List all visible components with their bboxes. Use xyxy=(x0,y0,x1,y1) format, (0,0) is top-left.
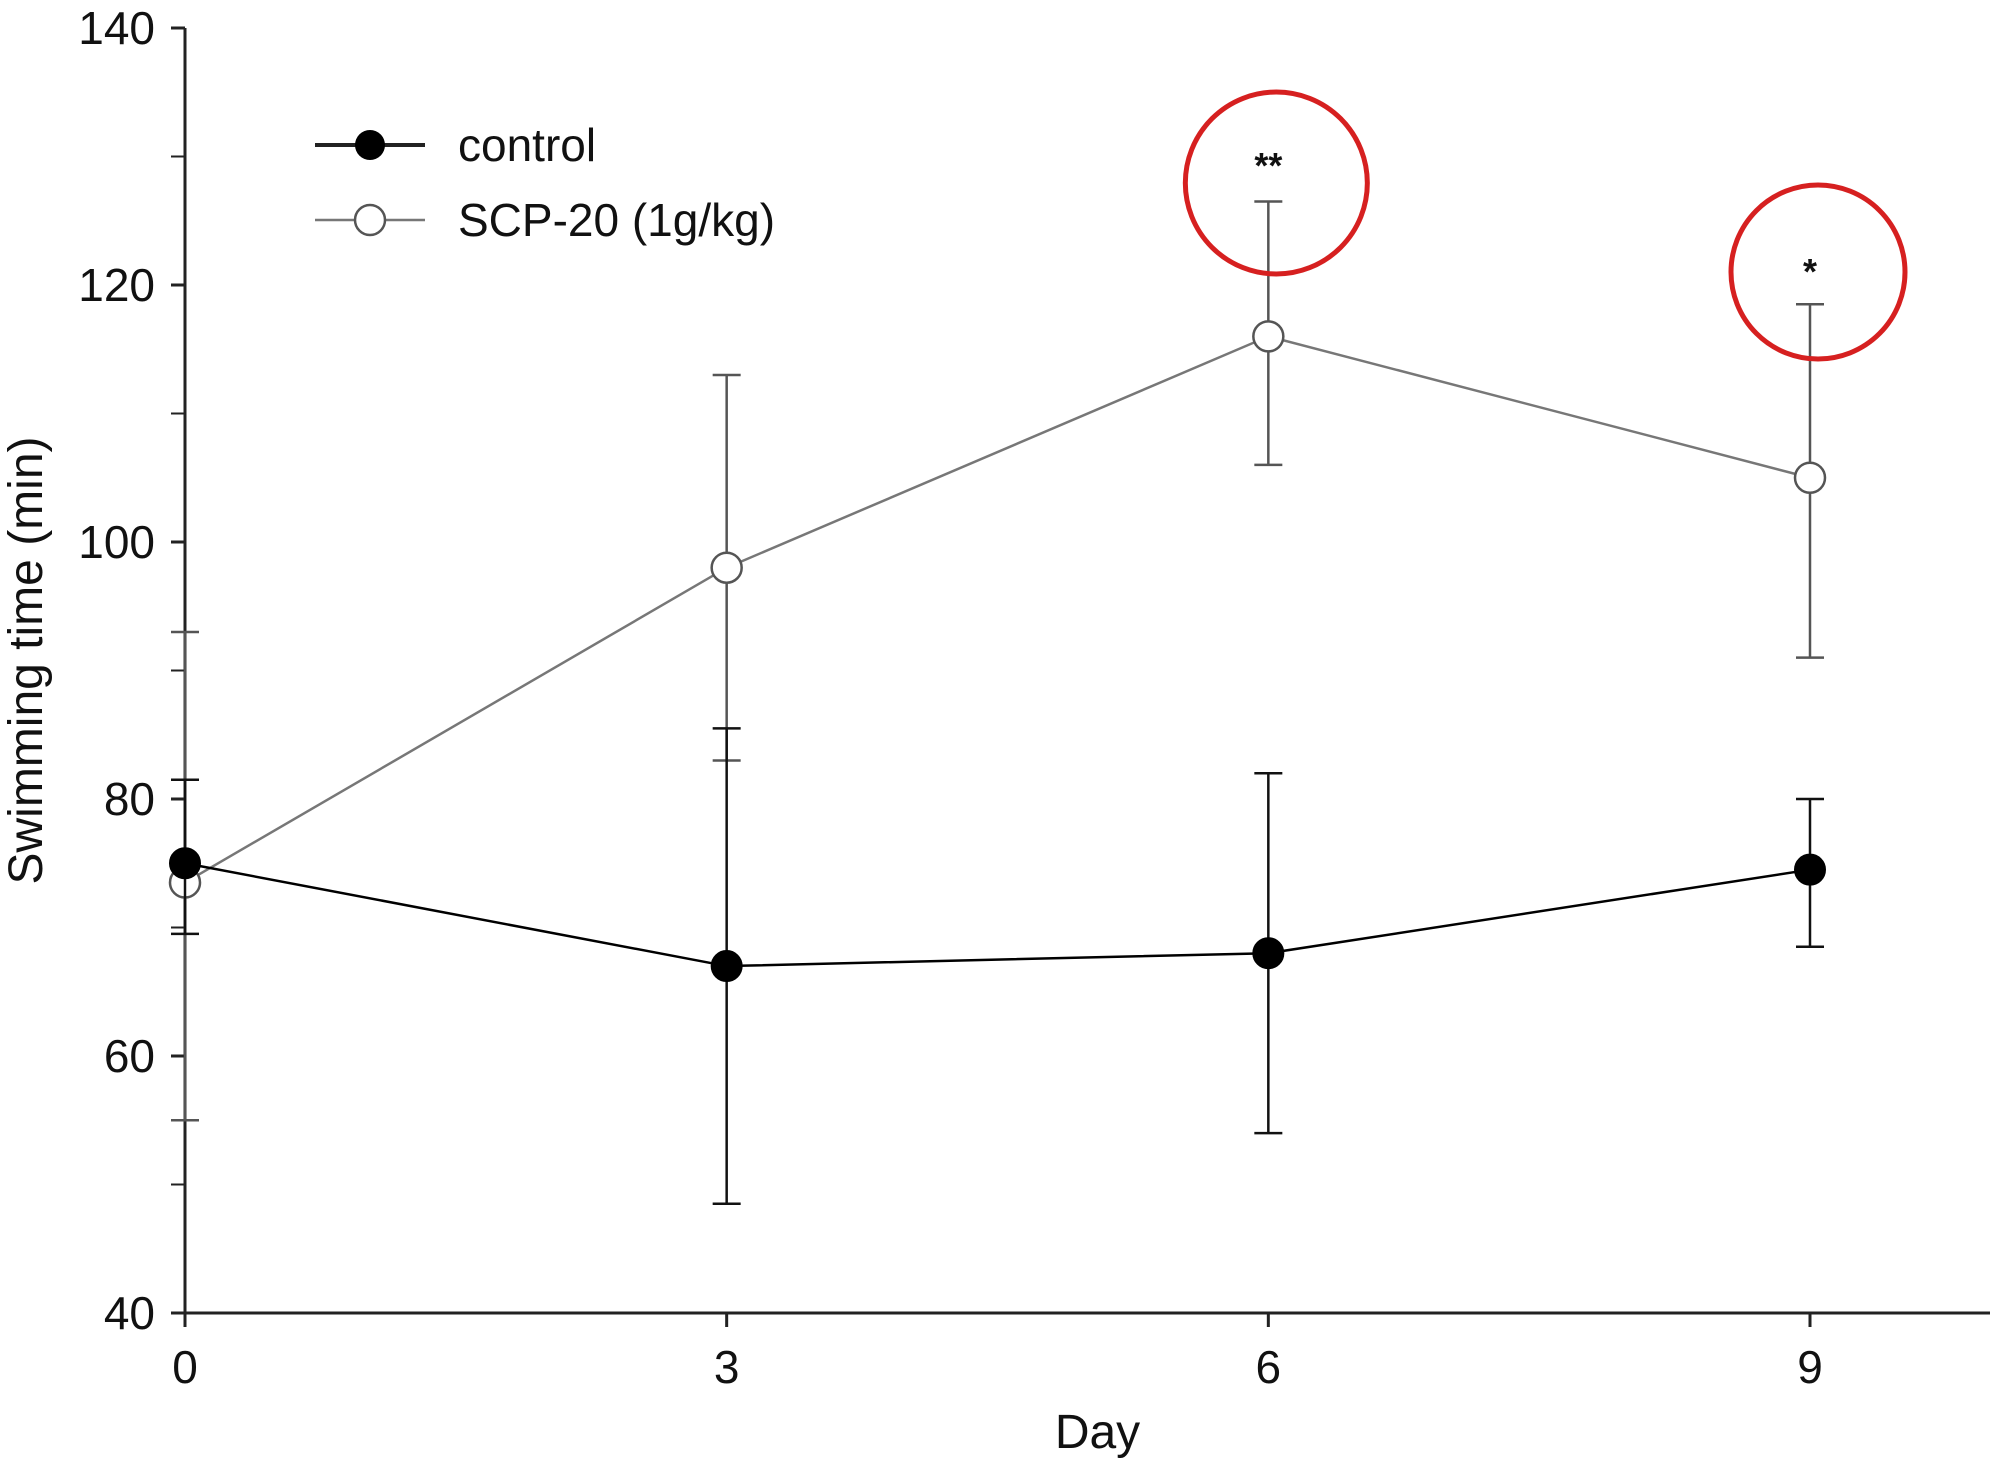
data-point xyxy=(710,950,743,983)
series-scp20 xyxy=(168,200,1827,1122)
data-point xyxy=(1252,937,1285,970)
legend-label: SCP-20 (1g/kg) xyxy=(458,194,775,246)
legend: control SCP-20 (1g/kg) xyxy=(315,119,775,246)
legend-item: SCP-20 (1g/kg) xyxy=(315,194,775,246)
significance-label: ** xyxy=(1254,145,1282,186)
significance-annotation: * xyxy=(1728,182,1908,362)
x-tick-label: 9 xyxy=(1797,1341,1823,1393)
highlight-circle xyxy=(1728,182,1908,362)
x-tick-label: 6 xyxy=(1256,1341,1282,1393)
significance-label: * xyxy=(1803,251,1817,292)
y-axis-title: Swimming time (min) xyxy=(0,436,53,884)
data-point xyxy=(1794,853,1826,886)
y-tick-label: 120 xyxy=(78,259,155,311)
series-line xyxy=(184,862,1811,968)
legend-marker xyxy=(355,130,385,160)
data-point xyxy=(710,551,743,584)
x-tick-label: 3 xyxy=(714,1341,740,1393)
significance-annotation: ** xyxy=(1182,89,1370,277)
data-point xyxy=(169,847,201,880)
highlight-circle xyxy=(1182,89,1370,277)
data-point xyxy=(1793,461,1827,494)
data-point xyxy=(1252,320,1285,353)
legend-label: control xyxy=(458,119,596,171)
y-tick-label: 80 xyxy=(104,773,155,825)
annotations: *** xyxy=(1182,89,1908,362)
axes: 40 60 80 100 120 140 0 3 6 9 xyxy=(78,2,1990,1393)
series-line xyxy=(184,335,1811,884)
y-tick-label: 60 xyxy=(104,1030,155,1082)
legend-marker xyxy=(353,203,387,237)
series-control xyxy=(169,727,1826,1206)
x-tick-label: 0 xyxy=(172,1341,198,1393)
y-tick-label: 140 xyxy=(78,2,155,54)
legend-item: control xyxy=(315,119,596,171)
y-tick-label: 40 xyxy=(104,1287,155,1339)
x-axis-title: Day xyxy=(1055,1406,1140,1459)
y-tick-label: 100 xyxy=(78,516,155,568)
series-layer xyxy=(168,200,1827,1206)
